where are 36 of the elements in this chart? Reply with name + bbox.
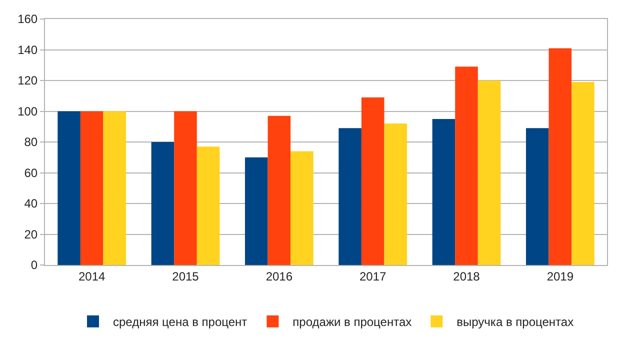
x-tick-label: 2016 — [266, 269, 293, 284]
bar — [526, 128, 549, 265]
bar — [548, 48, 572, 265]
x-tick-label: 2018 — [453, 269, 480, 284]
x-tick-label: 2017 — [359, 269, 386, 284]
bar — [268, 116, 291, 265]
y-tick-label: 80 — [24, 135, 38, 150]
legend-label: продажи в процентах — [292, 315, 412, 329]
bar — [80, 111, 104, 265]
x-tick-label: 2014 — [78, 269, 106, 284]
bar — [572, 82, 594, 265]
bar — [151, 142, 174, 265]
x-tick-label: 2019 — [546, 269, 574, 284]
y-tick-label: 20 — [24, 227, 38, 242]
bar — [244, 157, 268, 265]
bar — [338, 128, 362, 265]
bar — [174, 111, 197, 265]
y-tick-label: 100 — [18, 104, 38, 118]
bar — [432, 118, 456, 265]
y-tick-label: 40 — [24, 196, 38, 211]
bar — [384, 124, 408, 265]
y-tick-label: 120 — [18, 74, 38, 88]
y-tick-label: 160 — [18, 12, 38, 26]
bar — [58, 111, 80, 265]
bar — [361, 97, 384, 265]
bar — [455, 66, 478, 265]
legend-label: средняя цена в процент — [113, 315, 248, 329]
x-tick-label: 2015 — [172, 269, 200, 284]
bar — [103, 111, 126, 265]
y-tick-label: 140 — [18, 42, 38, 57]
bar — [290, 151, 314, 265]
y-tick-label: 60 — [24, 166, 38, 180]
legend-label: выручка в процентах — [456, 315, 574, 329]
y-tick-label: 0 — [30, 258, 38, 272]
bar — [196, 146, 220, 265]
bar — [478, 80, 501, 265]
